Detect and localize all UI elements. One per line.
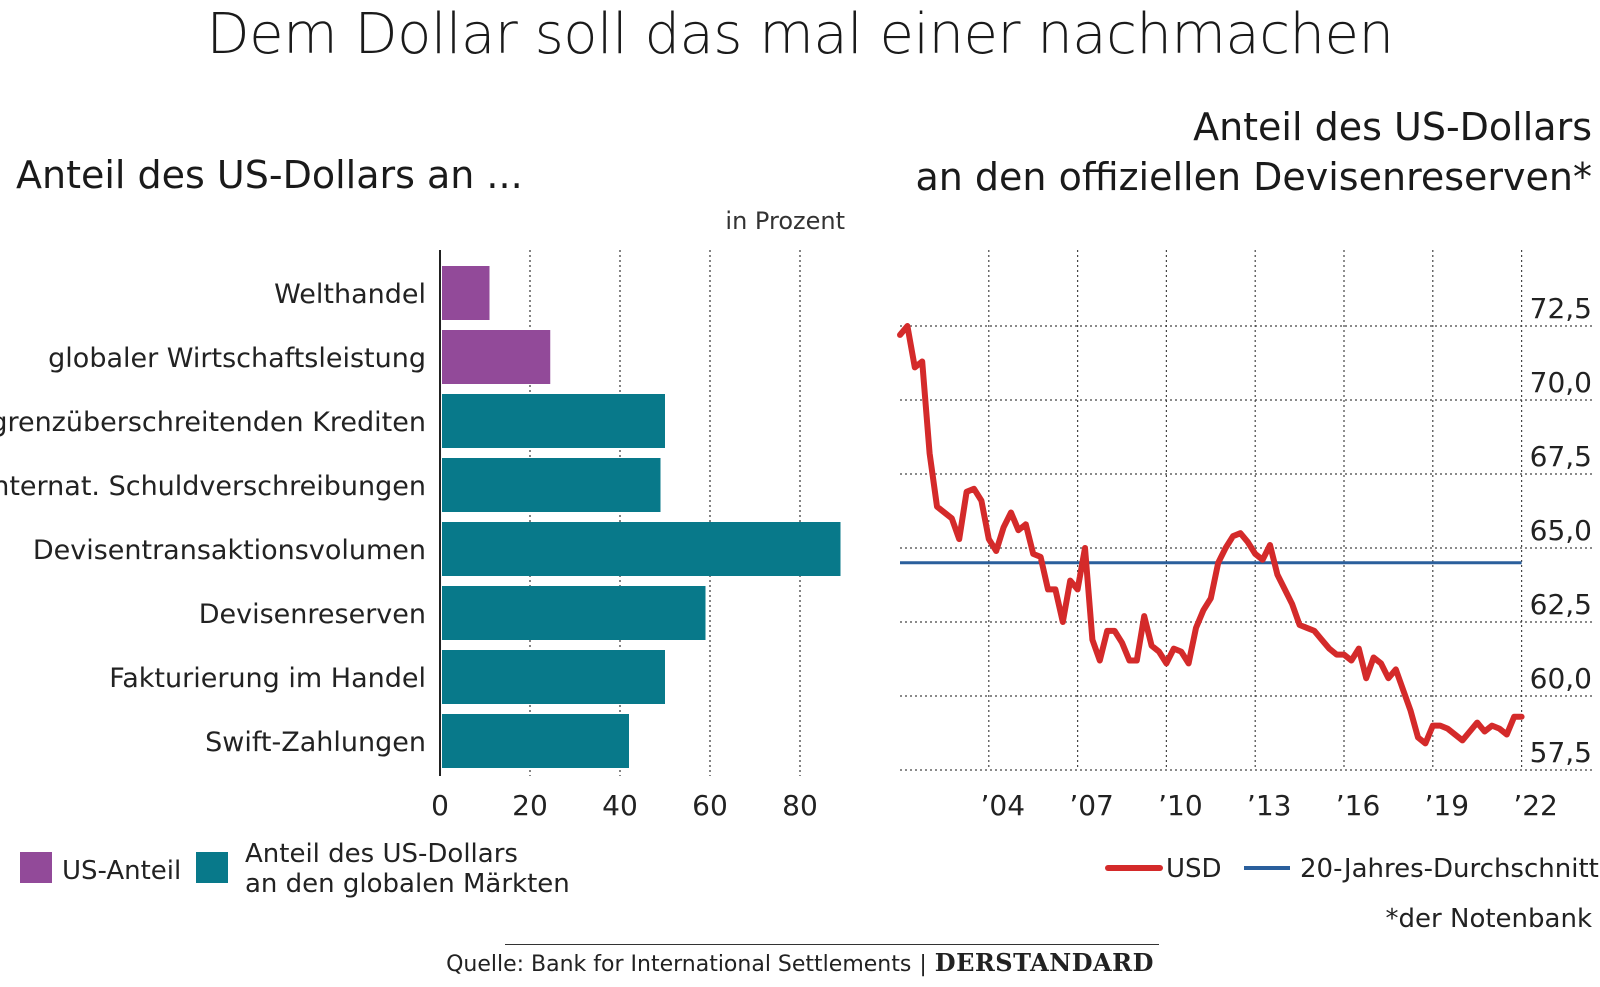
bar-label-1: globaler Wirtschaftsleistung (48, 343, 426, 374)
legend-label-dollar-share-2: an den globalen Märkten (245, 869, 570, 899)
legend-swatch-dollar-share (196, 852, 228, 883)
line-x-tick-labels: ’04 ’07 ’10 ’13 ’16 ’19 ’22 (981, 789, 1558, 822)
line-y-tick-4: 62,5 (1530, 588, 1592, 621)
bar-x-tick-4: 80 (782, 789, 818, 822)
bar-chart: Anteil des US-Dollars an ... in Prozent … (0, 153, 845, 899)
bar-x-tick-0: 0 (431, 789, 449, 822)
legend-label-dollar-share-1: Anteil des US-Dollars (245, 839, 518, 869)
bar-7 (442, 714, 629, 768)
legend-label-us-share: US-Anteil (62, 856, 181, 886)
left-chart-title: Anteil des US-Dollars an ... (16, 153, 523, 197)
line-y-tick-1: 70,0 (1530, 366, 1592, 399)
bar-x-tick-2: 40 (602, 789, 638, 822)
bar-category-labels: Welthandel globaler Wirtschaftsleistung gr… (0, 279, 426, 758)
line-y-tick-2: 67,5 (1530, 440, 1592, 473)
line-x-tick-6: ’22 (1513, 789, 1558, 822)
legend-label-average: 20-Jahres-Durchschnitt (1300, 854, 1599, 884)
line-y-tick-5: 60,0 (1530, 662, 1592, 695)
main-title: Dem Dollar soll das mal einer nachmachen (206, 2, 1394, 67)
line-y-tick-6: 57,5 (1530, 736, 1592, 769)
right-chart-title-2: an den offiziellen Devisenreserven* (915, 155, 1592, 199)
bar-label-6: Fakturierung im Handel (109, 663, 426, 694)
source-text: Quelle: Bank for International Settlemen… (446, 952, 912, 977)
footer: Quelle: Bank for International Settlemen… (446, 948, 1154, 977)
legend-left: US-Anteil Anteil des US-Dollars an den g… (20, 839, 570, 899)
bar-x-tick-labels: 0 20 40 60 80 (431, 789, 818, 822)
line-x-tick-0: ’04 (981, 789, 1026, 822)
legend-label-usd: USD (1166, 854, 1222, 884)
footnote: *der Notenbank (1386, 904, 1592, 934)
bar-label-2: grenzüberschreitenden Krediten (0, 407, 426, 438)
right-chart-title-1: Anteil des US-Dollars (1193, 105, 1592, 149)
bar-1 (442, 330, 551, 384)
bar-label-7: Swift-Zahlungen (205, 727, 426, 758)
bar-marks (442, 266, 841, 768)
bar-5 (442, 586, 706, 640)
footer-rule (505, 944, 1159, 945)
publisher-logo: DERSTANDARD (934, 948, 1154, 977)
bar-0 (442, 266, 490, 320)
bar-4 (442, 522, 841, 576)
bar-2 (442, 394, 665, 448)
bar-x-tick-1: 20 (512, 789, 548, 822)
bar-label-4: Devisentransaktionsvolumen (33, 535, 426, 566)
line-grid (900, 250, 1592, 771)
bar-x-tick-3: 60 (692, 789, 728, 822)
line-y-tick-labels: 72,5 70,0 67,5 65,0 62,5 60,0 57,5 (1530, 292, 1592, 769)
line-x-tick-5: ’19 (1425, 789, 1470, 822)
legend-swatch-us-share (20, 852, 52, 883)
line-x-tick-3: ’13 (1247, 789, 1292, 822)
unit-label: in Prozent (725, 207, 845, 235)
bar-3 (442, 458, 661, 512)
line-x-tick-2: ’10 (1158, 789, 1203, 822)
line-y-tick-3: 65,0 (1530, 514, 1592, 547)
bar-label-0: Welthandel (274, 279, 426, 310)
line-y-tick-0: 72,5 (1530, 292, 1592, 325)
legend-right: USD 20-Jahres-Durchschnitt (1105, 854, 1599, 884)
bar-label-5: Devisenreserven (199, 599, 426, 630)
usd-line (897, 323, 1525, 747)
line-x-tick-1: ’07 (1069, 789, 1114, 822)
bar-label-3: internat. Schuldverschreibungen (0, 471, 426, 502)
bar-6 (442, 650, 665, 704)
line-x-tick-4: ’16 (1336, 789, 1381, 822)
